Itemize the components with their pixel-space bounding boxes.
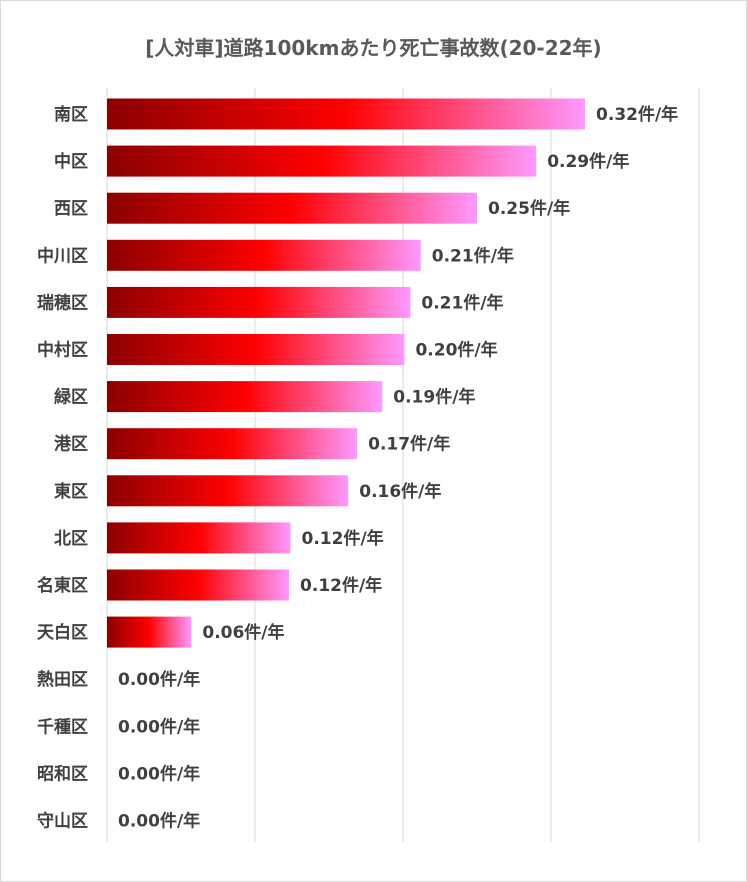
bar-0 [107, 98, 586, 130]
category-labels: 南区中区西区中川区瑞穂区中村区緑区港区東区北区名東区天白区熱田区千種区昭和区守山… [37, 104, 88, 832]
value-label-1: 0.29件/年 [547, 151, 629, 172]
value-label-12: 0.00件/年 [118, 669, 200, 690]
bar-9 [107, 522, 291, 554]
value-label-10: 0.12件/年 [300, 575, 382, 596]
category-label-9: 北区 [54, 529, 88, 549]
value-label-13: 0.00件/年 [118, 716, 200, 737]
value-label-14: 0.00件/年 [118, 763, 200, 784]
value-label-9: 0.12件/年 [302, 528, 384, 549]
category-label-7: 港区 [54, 434, 88, 455]
category-label-8: 東区 [54, 481, 88, 502]
category-label-3: 中川区 [37, 245, 88, 266]
category-label-1: 中区 [54, 151, 88, 172]
bar-2 [107, 192, 477, 224]
bar-11 [107, 616, 192, 648]
bar-8 [107, 475, 349, 507]
value-label-0: 0.32件/年 [596, 104, 678, 125]
category-label-0: 南区 [54, 104, 88, 125]
bars [107, 98, 586, 648]
category-label-15: 守山区 [37, 811, 88, 832]
bar-1 [107, 145, 537, 177]
bar-4 [107, 286, 411, 318]
bar-3 [107, 239, 421, 271]
value-label-3: 0.21件/年 [432, 245, 514, 266]
value-label-6: 0.19件/年 [393, 387, 475, 408]
bar-10 [107, 569, 290, 601]
chart-title: [人対車]道路100kmあたり死亡事故数(20-22年) [145, 36, 602, 60]
bar-5 [107, 334, 405, 365]
value-label-15: 0.00件/年 [118, 811, 200, 832]
category-label-13: 千種区 [37, 716, 88, 737]
value-label-11: 0.06件/年 [202, 622, 284, 643]
bar-7 [107, 428, 358, 460]
category-label-4: 瑞穂区 [37, 292, 88, 313]
category-label-6: 緑区 [54, 387, 88, 408]
value-label-7: 0.17件/年 [368, 434, 450, 455]
value-labels: 0.32件/年 0.29件/年 0.25件/年 0.21件/年 0.21件/年 0.20件… [118, 104, 678, 832]
category-label-5: 中村区 [37, 340, 88, 361]
value-label-5: 0.20件/年 [415, 340, 497, 361]
category-label-12: 熱田区 [37, 669, 88, 690]
category-label-11: 天白区 [37, 622, 88, 643]
value-label-4: 0.21件/年 [421, 292, 503, 313]
value-label-8: 0.16件/年 [359, 481, 441, 502]
category-label-10: 名東区 [37, 575, 88, 596]
category-label-2: 西区 [54, 199, 88, 219]
bar-6 [107, 381, 383, 413]
value-label-2: 0.25件/年 [488, 198, 570, 219]
category-label-14: 昭和区 [37, 764, 88, 784]
